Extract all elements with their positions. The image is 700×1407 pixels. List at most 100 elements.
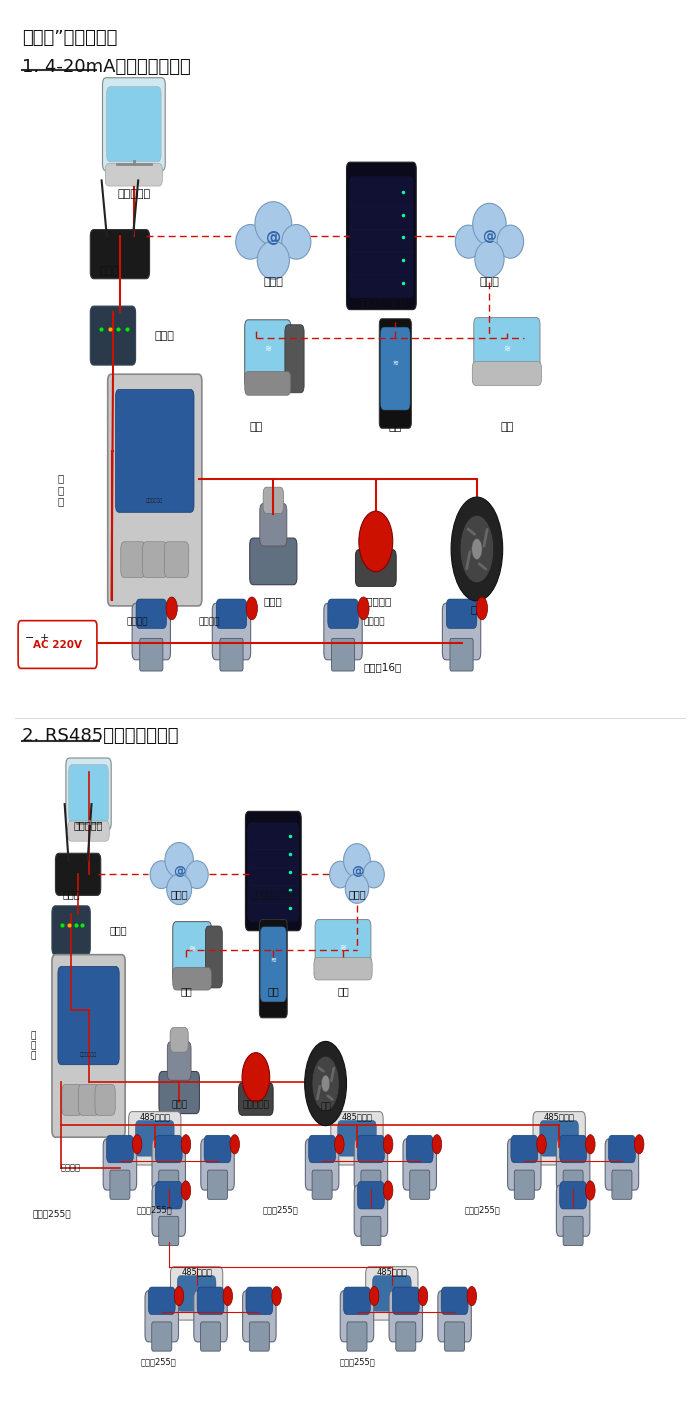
FancyBboxPatch shape bbox=[212, 604, 251, 660]
Text: 信号输出: 信号输出 bbox=[364, 618, 386, 626]
Ellipse shape bbox=[165, 843, 193, 878]
FancyBboxPatch shape bbox=[220, 639, 243, 671]
Text: ≋: ≋ bbox=[264, 345, 271, 353]
Circle shape bbox=[335, 1134, 344, 1154]
FancyBboxPatch shape bbox=[324, 604, 362, 660]
Circle shape bbox=[181, 1134, 190, 1154]
FancyBboxPatch shape bbox=[346, 162, 416, 310]
FancyBboxPatch shape bbox=[331, 639, 355, 671]
FancyBboxPatch shape bbox=[473, 362, 542, 386]
Text: 可连接255台: 可连接255台 bbox=[137, 1206, 173, 1214]
FancyBboxPatch shape bbox=[395, 1323, 416, 1351]
FancyBboxPatch shape bbox=[361, 1171, 381, 1199]
Circle shape bbox=[181, 1180, 190, 1200]
FancyBboxPatch shape bbox=[173, 922, 211, 983]
Text: 可连接255台: 可连接255台 bbox=[339, 1356, 375, 1366]
FancyArrowPatch shape bbox=[317, 1086, 320, 1099]
FancyBboxPatch shape bbox=[403, 1138, 437, 1190]
Ellipse shape bbox=[242, 1052, 270, 1102]
FancyArrowPatch shape bbox=[467, 552, 470, 568]
FancyBboxPatch shape bbox=[152, 1185, 186, 1237]
Circle shape bbox=[246, 597, 258, 619]
Text: 风机: 风机 bbox=[320, 1103, 331, 1112]
Circle shape bbox=[132, 1134, 142, 1154]
Text: 信号输出: 信号输出 bbox=[61, 1164, 80, 1172]
FancyBboxPatch shape bbox=[358, 1182, 384, 1209]
FancyBboxPatch shape bbox=[438, 1290, 471, 1342]
Circle shape bbox=[166, 597, 177, 619]
FancyBboxPatch shape bbox=[540, 1120, 578, 1157]
FancyBboxPatch shape bbox=[309, 1135, 335, 1162]
FancyBboxPatch shape bbox=[560, 1182, 587, 1209]
Circle shape bbox=[418, 1286, 428, 1306]
Text: ≋: ≋ bbox=[340, 943, 346, 953]
FancyBboxPatch shape bbox=[78, 1085, 99, 1116]
FancyBboxPatch shape bbox=[563, 1216, 583, 1245]
Circle shape bbox=[451, 497, 503, 601]
Text: 机气猫”系列报警器: 机气猫”系列报警器 bbox=[22, 30, 118, 48]
FancyBboxPatch shape bbox=[354, 1138, 388, 1190]
Text: 可连接255台: 可连接255台 bbox=[465, 1206, 500, 1214]
Text: 互联网: 互联网 bbox=[348, 889, 366, 899]
Circle shape bbox=[370, 1286, 379, 1306]
FancyBboxPatch shape bbox=[201, 1138, 234, 1190]
FancyBboxPatch shape bbox=[285, 325, 304, 393]
FancyBboxPatch shape bbox=[108, 374, 202, 606]
FancyBboxPatch shape bbox=[328, 599, 358, 629]
Text: 转换器: 转换器 bbox=[109, 926, 127, 936]
FancyBboxPatch shape bbox=[216, 599, 246, 629]
Text: 485中继器: 485中继器 bbox=[181, 1268, 212, 1276]
Text: 互联网: 互联网 bbox=[263, 277, 284, 287]
FancyArrowPatch shape bbox=[484, 529, 487, 546]
FancyBboxPatch shape bbox=[103, 1138, 136, 1190]
Circle shape bbox=[460, 515, 494, 582]
FancyBboxPatch shape bbox=[90, 307, 136, 364]
FancyBboxPatch shape bbox=[140, 639, 163, 671]
FancyBboxPatch shape bbox=[246, 812, 301, 930]
FancyBboxPatch shape bbox=[312, 1171, 332, 1199]
Ellipse shape bbox=[473, 204, 506, 245]
Circle shape bbox=[272, 1286, 281, 1306]
FancyBboxPatch shape bbox=[90, 229, 150, 279]
Ellipse shape bbox=[330, 861, 351, 888]
Text: 电脑: 电脑 bbox=[249, 422, 262, 432]
Text: 2. RS485信号连接系统图: 2. RS485信号连接系统图 bbox=[22, 727, 178, 746]
Text: 1. 4-20mA信号连接系统图: 1. 4-20mA信号连接系统图 bbox=[22, 58, 191, 76]
FancyArrowPatch shape bbox=[479, 564, 486, 568]
FancyBboxPatch shape bbox=[556, 1138, 590, 1190]
FancyBboxPatch shape bbox=[245, 371, 290, 395]
FancyBboxPatch shape bbox=[612, 1171, 632, 1199]
FancyBboxPatch shape bbox=[474, 318, 540, 380]
Text: 485中继器: 485中继器 bbox=[342, 1113, 372, 1121]
Text: 路由器: 路由器 bbox=[99, 266, 120, 276]
FancyBboxPatch shape bbox=[159, 1072, 200, 1113]
FancyBboxPatch shape bbox=[143, 542, 167, 578]
FancyBboxPatch shape bbox=[205, 926, 223, 988]
FancyBboxPatch shape bbox=[116, 390, 194, 512]
Circle shape bbox=[586, 1134, 595, 1154]
FancyBboxPatch shape bbox=[606, 1138, 638, 1190]
Circle shape bbox=[537, 1134, 546, 1154]
FancyBboxPatch shape bbox=[159, 1171, 178, 1199]
Text: 终端: 终端 bbox=[337, 986, 349, 996]
FancyBboxPatch shape bbox=[110, 1171, 130, 1199]
FancyBboxPatch shape bbox=[243, 1290, 276, 1342]
Text: 路由器: 路由器 bbox=[62, 889, 80, 899]
FancyBboxPatch shape bbox=[194, 1290, 228, 1342]
Text: 报警控制主机: 报警控制主机 bbox=[80, 1052, 97, 1057]
Ellipse shape bbox=[344, 844, 370, 878]
Circle shape bbox=[384, 1180, 393, 1200]
FancyBboxPatch shape bbox=[132, 604, 171, 660]
Ellipse shape bbox=[150, 861, 173, 889]
FancyBboxPatch shape bbox=[62, 1085, 82, 1116]
Circle shape bbox=[321, 1075, 330, 1092]
FancyBboxPatch shape bbox=[442, 604, 481, 660]
FancyBboxPatch shape bbox=[249, 1323, 270, 1351]
Circle shape bbox=[174, 1286, 183, 1306]
Text: 通
讯
线: 通 讯 线 bbox=[57, 474, 64, 507]
Ellipse shape bbox=[497, 225, 524, 259]
FancyBboxPatch shape bbox=[164, 542, 189, 578]
Text: ≋: ≋ bbox=[270, 957, 276, 962]
FancyBboxPatch shape bbox=[560, 1135, 587, 1162]
Text: 电磁阀: 电磁阀 bbox=[264, 597, 283, 606]
